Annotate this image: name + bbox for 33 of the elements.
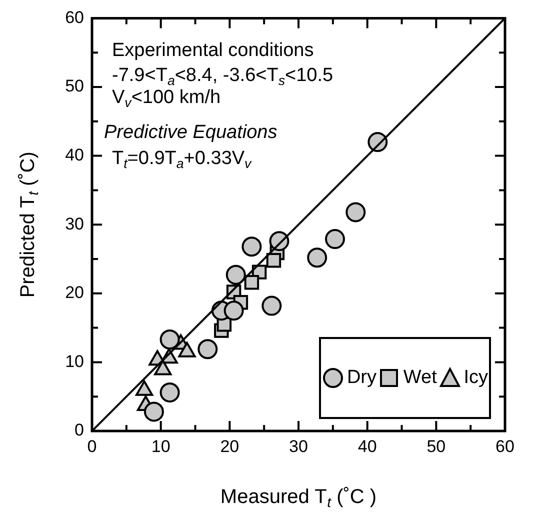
point [262,296,282,316]
point [160,382,180,402]
y-tick-label: 40 [65,145,84,164]
x-tick-label: 60 [496,436,514,456]
point [226,264,246,285]
annotation: Experimental conditions [112,40,314,62]
point [307,248,328,268]
x-tick-label: 10 [151,436,170,456]
point [160,329,180,350]
x-tick-label: 20 [220,436,240,456]
point [242,236,262,257]
y-tick-label: 60 [65,8,84,27]
point [266,253,282,268]
point [244,275,260,290]
x-tick-label: 50 [426,436,446,456]
x-tick-label: 40 [358,436,377,456]
annotation: Predictive Equations [104,122,278,144]
x-tick-label: 0 [87,436,97,456]
point [346,202,366,222]
point [224,300,244,321]
y-tick-label: 0 [74,420,84,440]
point [144,402,164,422]
x-tick-label: 30 [289,436,308,456]
legend-label: Dry [346,367,377,389]
y-tick-label: 50 [65,76,84,96]
y-tick-label: 20 [65,283,84,302]
y-axis-title: Predicted Tt (˚C) [17,152,41,298]
point [198,339,218,360]
legend-label: Wet [403,367,437,389]
legend-label: Icy [464,367,488,389]
y-tick-label: 30 [65,214,84,234]
point [324,229,345,250]
y-tick-label: 10 [65,352,84,371]
